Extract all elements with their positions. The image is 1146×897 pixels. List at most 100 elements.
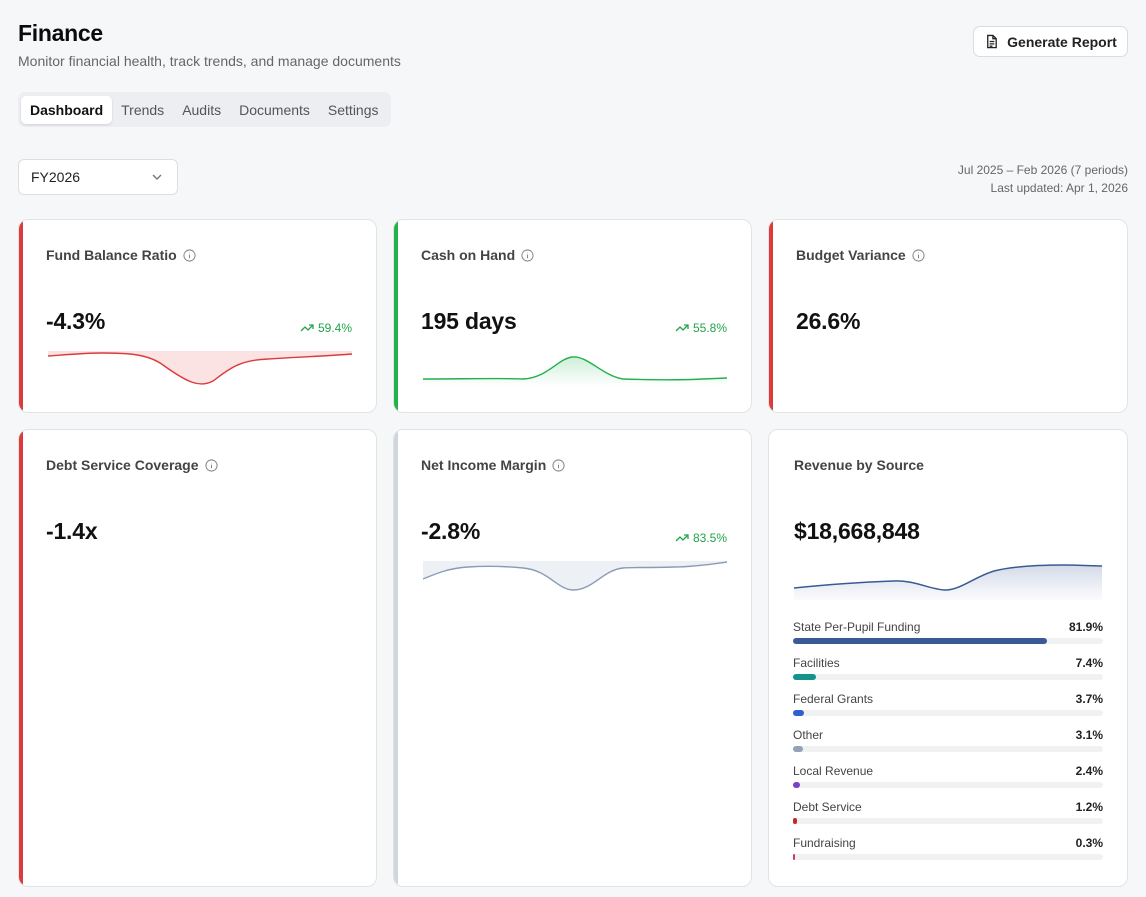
tab-dashboard[interactable]: Dashboard bbox=[21, 95, 113, 124]
source-bar-track bbox=[793, 746, 1103, 752]
revenue-by-source-card[interactable]: Revenue by Source $18,668,848 State Per-… bbox=[768, 429, 1128, 887]
list-item: Facilities 7.4% bbox=[793, 656, 1103, 692]
info-icon[interactable] bbox=[912, 248, 925, 262]
tab-documents[interactable]: Documents bbox=[239, 101, 310, 118]
cash-on-hand-delta: 55.8% bbox=[675, 321, 727, 335]
generate-report-button[interactable]: Generate Report bbox=[973, 26, 1128, 57]
source-name: Local Revenue bbox=[793, 764, 874, 778]
budget-variance-card[interactable]: Budget Variance 26.6% bbox=[768, 219, 1128, 413]
fund-balance-value: -4.3% bbox=[46, 308, 106, 334]
list-item: State Per-Pupil Funding 81.9% bbox=[793, 620, 1103, 656]
source-bar-fill bbox=[793, 854, 795, 860]
card-label: Cash on Hand bbox=[421, 247, 534, 263]
info-icon[interactable] bbox=[521, 248, 534, 262]
net-income-label: Net Income Margin bbox=[421, 457, 547, 473]
trend-up-icon bbox=[300, 324, 314, 332]
chevron-down-icon bbox=[152, 174, 162, 180]
fiscal-year-value: FY2026 bbox=[31, 169, 81, 185]
list-item: Debt Service 1.2% bbox=[793, 800, 1103, 836]
revenue-value: $18,668,848 bbox=[794, 518, 920, 544]
budget-variance-label: Budget Variance bbox=[796, 247, 906, 263]
list-item: Other 3.1% bbox=[793, 728, 1103, 764]
tab-settings[interactable]: Settings bbox=[327, 101, 379, 118]
source-bar-fill bbox=[793, 782, 801, 788]
source-percent: 81.9% bbox=[1068, 620, 1103, 634]
source-name: Federal Grants bbox=[793, 692, 874, 706]
trend-up-icon bbox=[675, 324, 689, 332]
source-bar-fill bbox=[793, 674, 816, 680]
debt-service-value: -1.4x bbox=[46, 518, 98, 544]
document-icon bbox=[987, 34, 997, 49]
tab-trends[interactable]: Trends bbox=[121, 101, 165, 118]
period-range: Jul 2025 – Feb 2026 (7 periods) bbox=[957, 163, 1128, 177]
source-name: Other bbox=[793, 728, 824, 742]
trend-up-icon bbox=[675, 534, 689, 542]
delta-value: 59.4% bbox=[317, 321, 352, 335]
source-bar-track bbox=[793, 674, 1103, 680]
revenue-label: Revenue by Source bbox=[794, 457, 924, 473]
tab-audits[interactable]: Audits bbox=[182, 101, 222, 118]
source-bar-fill bbox=[793, 746, 803, 752]
revenue-sources-list: State Per-Pupil Funding 81.9% Facilities… bbox=[793, 620, 1103, 872]
card-label: Budget Variance bbox=[796, 247, 925, 263]
cash-on-hand-sparkline bbox=[423, 356, 727, 386]
cash-on-hand-card[interactable]: Cash on Hand 195 days 55.8% bbox=[393, 219, 752, 413]
info-icon[interactable] bbox=[552, 458, 565, 472]
card-label: Revenue by Source bbox=[794, 457, 924, 473]
fund-balance-card[interactable]: Fund Balance Ratio -4.3% 59.4% bbox=[18, 219, 377, 413]
source-name: Fundraising bbox=[793, 836, 856, 850]
page-subtitle: Monitor financial health, track trends, … bbox=[18, 53, 401, 69]
net-income-delta: 83.5% bbox=[675, 531, 727, 545]
source-name: Debt Service bbox=[793, 800, 862, 814]
fiscal-year-select[interactable]: FY2026 bbox=[18, 159, 178, 195]
page-title: Finance bbox=[18, 20, 103, 46]
delta-value: 83.5% bbox=[692, 531, 727, 545]
last-updated: Last updated: Apr 1, 2026 bbox=[990, 181, 1128, 195]
card-label: Debt Service Coverage bbox=[46, 457, 218, 473]
list-item: Federal Grants 3.7% bbox=[793, 692, 1103, 728]
period-info: Jul 2025 – Feb 2026 (7 periods) Last upd… bbox=[958, 161, 1128, 197]
source-bar-fill bbox=[793, 710, 805, 716]
source-bar-track bbox=[793, 818, 1103, 824]
source-percent: 0.3% bbox=[1075, 836, 1103, 850]
source-percent: 3.7% bbox=[1075, 692, 1103, 706]
card-label: Net Income Margin bbox=[421, 457, 565, 473]
budget-variance-value: 26.6% bbox=[796, 308, 861, 334]
source-percent: 7.4% bbox=[1075, 656, 1103, 670]
card-accent bbox=[769, 220, 773, 412]
source-percent: 3.1% bbox=[1075, 728, 1103, 742]
cash-on-hand-value: 195 days bbox=[421, 308, 517, 334]
info-icon[interactable] bbox=[183, 248, 196, 262]
source-bar-track bbox=[793, 854, 1103, 860]
card-accent bbox=[19, 220, 23, 412]
generate-report-label: Generate Report bbox=[1007, 33, 1117, 50]
net-income-sparkline bbox=[423, 561, 727, 591]
debt-service-card[interactable]: Debt Service Coverage -1.4x bbox=[18, 429, 377, 887]
card-accent bbox=[394, 220, 398, 412]
source-percent: 2.4% bbox=[1075, 764, 1103, 778]
debt-service-label: Debt Service Coverage bbox=[46, 457, 199, 473]
fund-balance-label: Fund Balance Ratio bbox=[46, 247, 177, 263]
source-percent: 1.2% bbox=[1075, 800, 1103, 814]
card-accent bbox=[19, 430, 23, 886]
revenue-sparkline bbox=[794, 564, 1102, 600]
source-bar-fill bbox=[793, 638, 1047, 644]
fund-balance-delta: 59.4% bbox=[300, 321, 352, 335]
list-item: Local Revenue 2.4% bbox=[793, 764, 1103, 800]
source-name: State Per-Pupil Funding bbox=[793, 620, 921, 634]
net-income-card[interactable]: Net Income Margin -2.8% 83.5% bbox=[393, 429, 752, 887]
page-header: Finance Monitor financial health, track … bbox=[18, 20, 401, 69]
source-bar-track bbox=[793, 782, 1103, 788]
card-accent bbox=[394, 430, 398, 886]
list-item: Fundraising 0.3% bbox=[793, 836, 1103, 872]
card-label: Fund Balance Ratio bbox=[46, 247, 196, 263]
info-icon[interactable] bbox=[204, 458, 218, 472]
delta-value: 55.8% bbox=[692, 321, 727, 335]
cash-on-hand-label: Cash on Hand bbox=[421, 247, 516, 263]
source-name: Facilities bbox=[793, 656, 840, 670]
fund-balance-sparkline bbox=[48, 351, 352, 385]
source-bar-track bbox=[793, 710, 1103, 716]
source-bar-track bbox=[793, 638, 1103, 644]
source-bar-fill bbox=[793, 818, 797, 824]
net-income-value: -2.8% bbox=[421, 518, 481, 544]
